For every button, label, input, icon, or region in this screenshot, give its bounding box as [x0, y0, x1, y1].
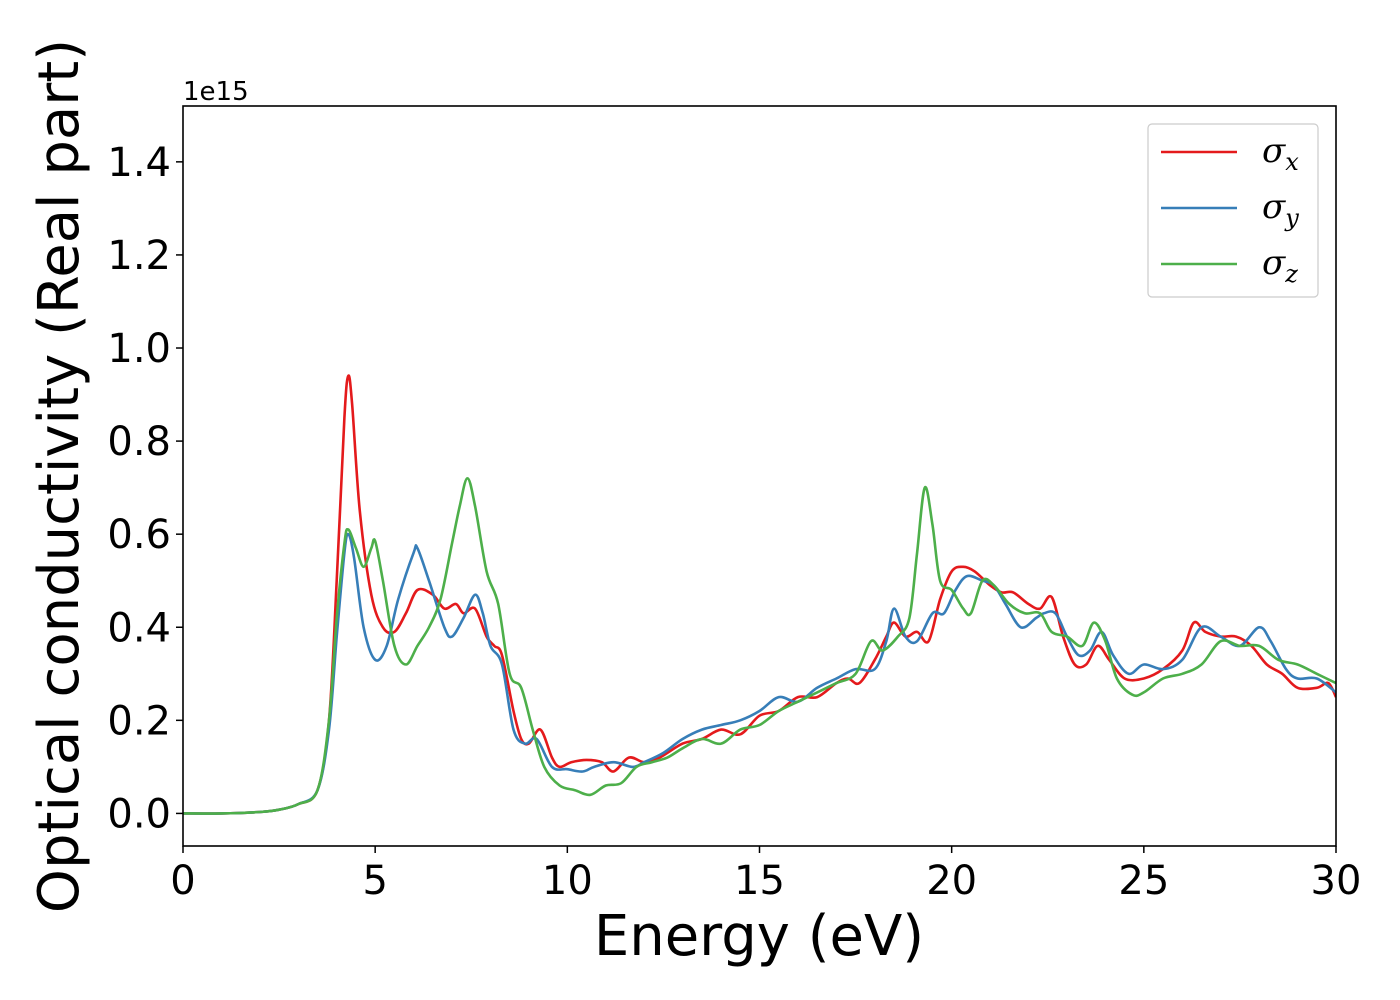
y-axis-ticks: 0.0 0.2 0.4 0.6 0.8 1.0 1.2 1.4	[107, 140, 183, 837]
x-axis-title: Energy (eV)	[594, 904, 924, 969]
x-tick-label: 10	[542, 858, 593, 904]
y-tick-label: 0.6	[107, 512, 171, 558]
series-line-y	[183, 532, 1336, 815]
y-tick-label: 0.8	[107, 419, 171, 465]
y-tick-label: 0.2	[107, 698, 171, 744]
x-tick-label: 25	[1118, 858, 1169, 904]
series-line-x	[183, 374, 1336, 815]
x-tick-label: 0	[170, 858, 195, 904]
legend-frame	[1147, 123, 1319, 298]
series-line-z	[183, 477, 1336, 815]
y-tick-label: 1.2	[107, 233, 171, 279]
legend-label-z: σz	[1262, 243, 1298, 288]
x-tick-label: 20	[926, 858, 977, 904]
y-tick-label: 0.4	[107, 605, 171, 651]
plot-frame	[182, 105, 1337, 847]
x-axis-ticks: 0 5 10 15 20 25 30	[170, 846, 1361, 904]
y-tick-label: 1.0	[107, 326, 171, 372]
y-offset-label: 1e15	[183, 77, 249, 107]
y-tick-label: 1.4	[107, 140, 171, 186]
x-tick-label: 5	[362, 858, 387, 904]
plot-area	[183, 106, 1336, 846]
x-tick-label: 15	[734, 858, 785, 904]
series-layer	[183, 374, 1336, 815]
x-tick-label: 30	[1311, 858, 1362, 904]
y-tick-label: 0.0	[107, 791, 171, 837]
y-axis-title: Optical conductivity (Real part)	[27, 39, 92, 913]
